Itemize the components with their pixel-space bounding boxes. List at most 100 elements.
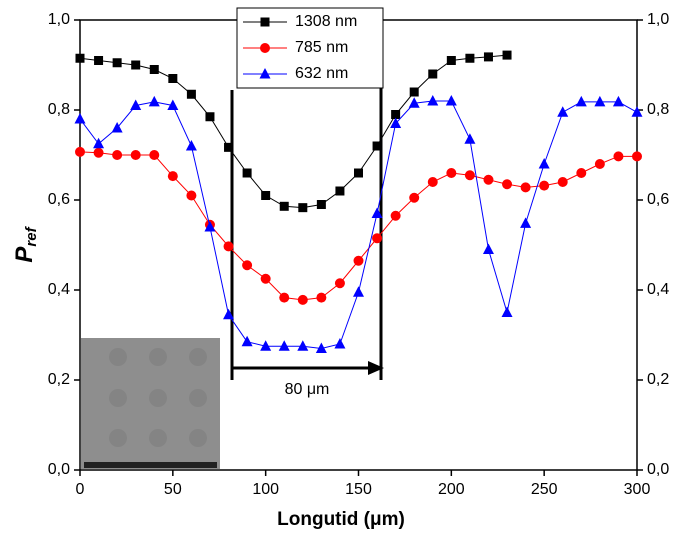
marker: [390, 117, 402, 128]
legend-label: 785 nm: [295, 39, 348, 56]
y2-tick-label: 0,0: [647, 461, 669, 478]
annotation: 80 μm: [285, 381, 330, 398]
marker: [353, 255, 364, 266]
marker: [612, 95, 624, 107]
legend-label: 632 nm: [295, 65, 348, 82]
marker: [446, 56, 456, 65]
marker: [260, 340, 272, 351]
marker: [93, 147, 104, 158]
marker: [557, 106, 569, 117]
marker: [575, 95, 587, 107]
marker: [94, 56, 104, 65]
y2-tick-label: 0,8: [647, 101, 669, 118]
marker: [502, 179, 513, 190]
x-tick-label: 200: [438, 481, 465, 498]
marker: [260, 43, 270, 53]
y-label-sub: ref: [23, 225, 40, 246]
marker: [557, 177, 568, 187]
x-tick-label: 300: [624, 481, 651, 498]
marker: [223, 241, 234, 252]
marker: [186, 89, 196, 99]
marker: [408, 97, 420, 108]
y2-tick-label: 0,2: [647, 371, 669, 388]
marker: [445, 95, 457, 106]
marker: [298, 203, 308, 213]
marker: [75, 146, 85, 157]
marker: [185, 140, 197, 151]
y2-tick-label: 1,0: [647, 11, 669, 28]
marker: [539, 180, 550, 191]
marker: [594, 95, 606, 107]
marker: [242, 168, 252, 178]
marker: [372, 233, 383, 244]
x-tick-label: 0: [76, 481, 85, 498]
marker: [131, 60, 141, 70]
marker: [464, 133, 476, 144]
marker: [334, 338, 346, 349]
marker: [483, 52, 493, 62]
marker: [464, 170, 475, 181]
marker: [278, 340, 290, 351]
marker: [520, 217, 532, 228]
x-tick-label: 100: [252, 481, 279, 498]
y2-tick-label: 0,4: [647, 281, 669, 298]
marker: [241, 335, 253, 347]
marker: [482, 243, 494, 254]
marker: [501, 306, 513, 317]
marker: [372, 141, 382, 151]
marker: [427, 95, 439, 106]
marker: [130, 99, 142, 110]
span-marker: [230, 85, 384, 380]
marker: [223, 308, 235, 320]
marker: [446, 168, 457, 178]
marker: [205, 112, 215, 122]
marker: [260, 273, 271, 284]
x-tick-label: 50: [164, 481, 182, 498]
marker: [297, 294, 308, 305]
marker: [465, 53, 475, 63]
marker: [354, 168, 363, 178]
marker: [148, 95, 160, 107]
marker: [149, 150, 160, 160]
marker: [260, 17, 270, 27]
marker: [279, 201, 289, 211]
y-tick-label: 0,6: [48, 191, 70, 208]
marker: [149, 65, 159, 74]
marker: [186, 190, 197, 201]
marker: [130, 150, 141, 160]
inset-image: [81, 338, 220, 469]
marker: [538, 158, 550, 169]
marker: [316, 200, 326, 209]
marker: [409, 192, 420, 203]
marker: [353, 286, 364, 297]
marker: [316, 292, 327, 303]
marker: [204, 221, 216, 232]
marker: [594, 159, 605, 169]
marker: [613, 151, 624, 162]
x-tick-label: 250: [531, 481, 558, 498]
marker: [279, 292, 290, 303]
marker: [259, 68, 271, 79]
marker: [335, 186, 345, 196]
marker: [427, 177, 438, 187]
x-tick-label: 150: [345, 481, 372, 498]
marker: [315, 342, 327, 353]
marker: [390, 210, 401, 221]
y-tick-label: 0,0: [48, 461, 70, 478]
marker: [112, 58, 122, 68]
marker: [167, 99, 179, 110]
svg-text:Pref: Pref: [11, 225, 40, 262]
legend-label: 1308 nm: [295, 13, 357, 30]
marker: [112, 150, 123, 160]
marker: [409, 87, 419, 97]
marker: [391, 110, 401, 119]
marker: [75, 53, 85, 63]
y-axis-label: Pref: [11, 225, 40, 262]
marker: [483, 174, 494, 185]
y-tick-label: 0,4: [48, 281, 70, 298]
marker: [371, 207, 383, 218]
marker: [111, 122, 123, 133]
marker: [242, 260, 253, 271]
marker: [428, 69, 438, 79]
